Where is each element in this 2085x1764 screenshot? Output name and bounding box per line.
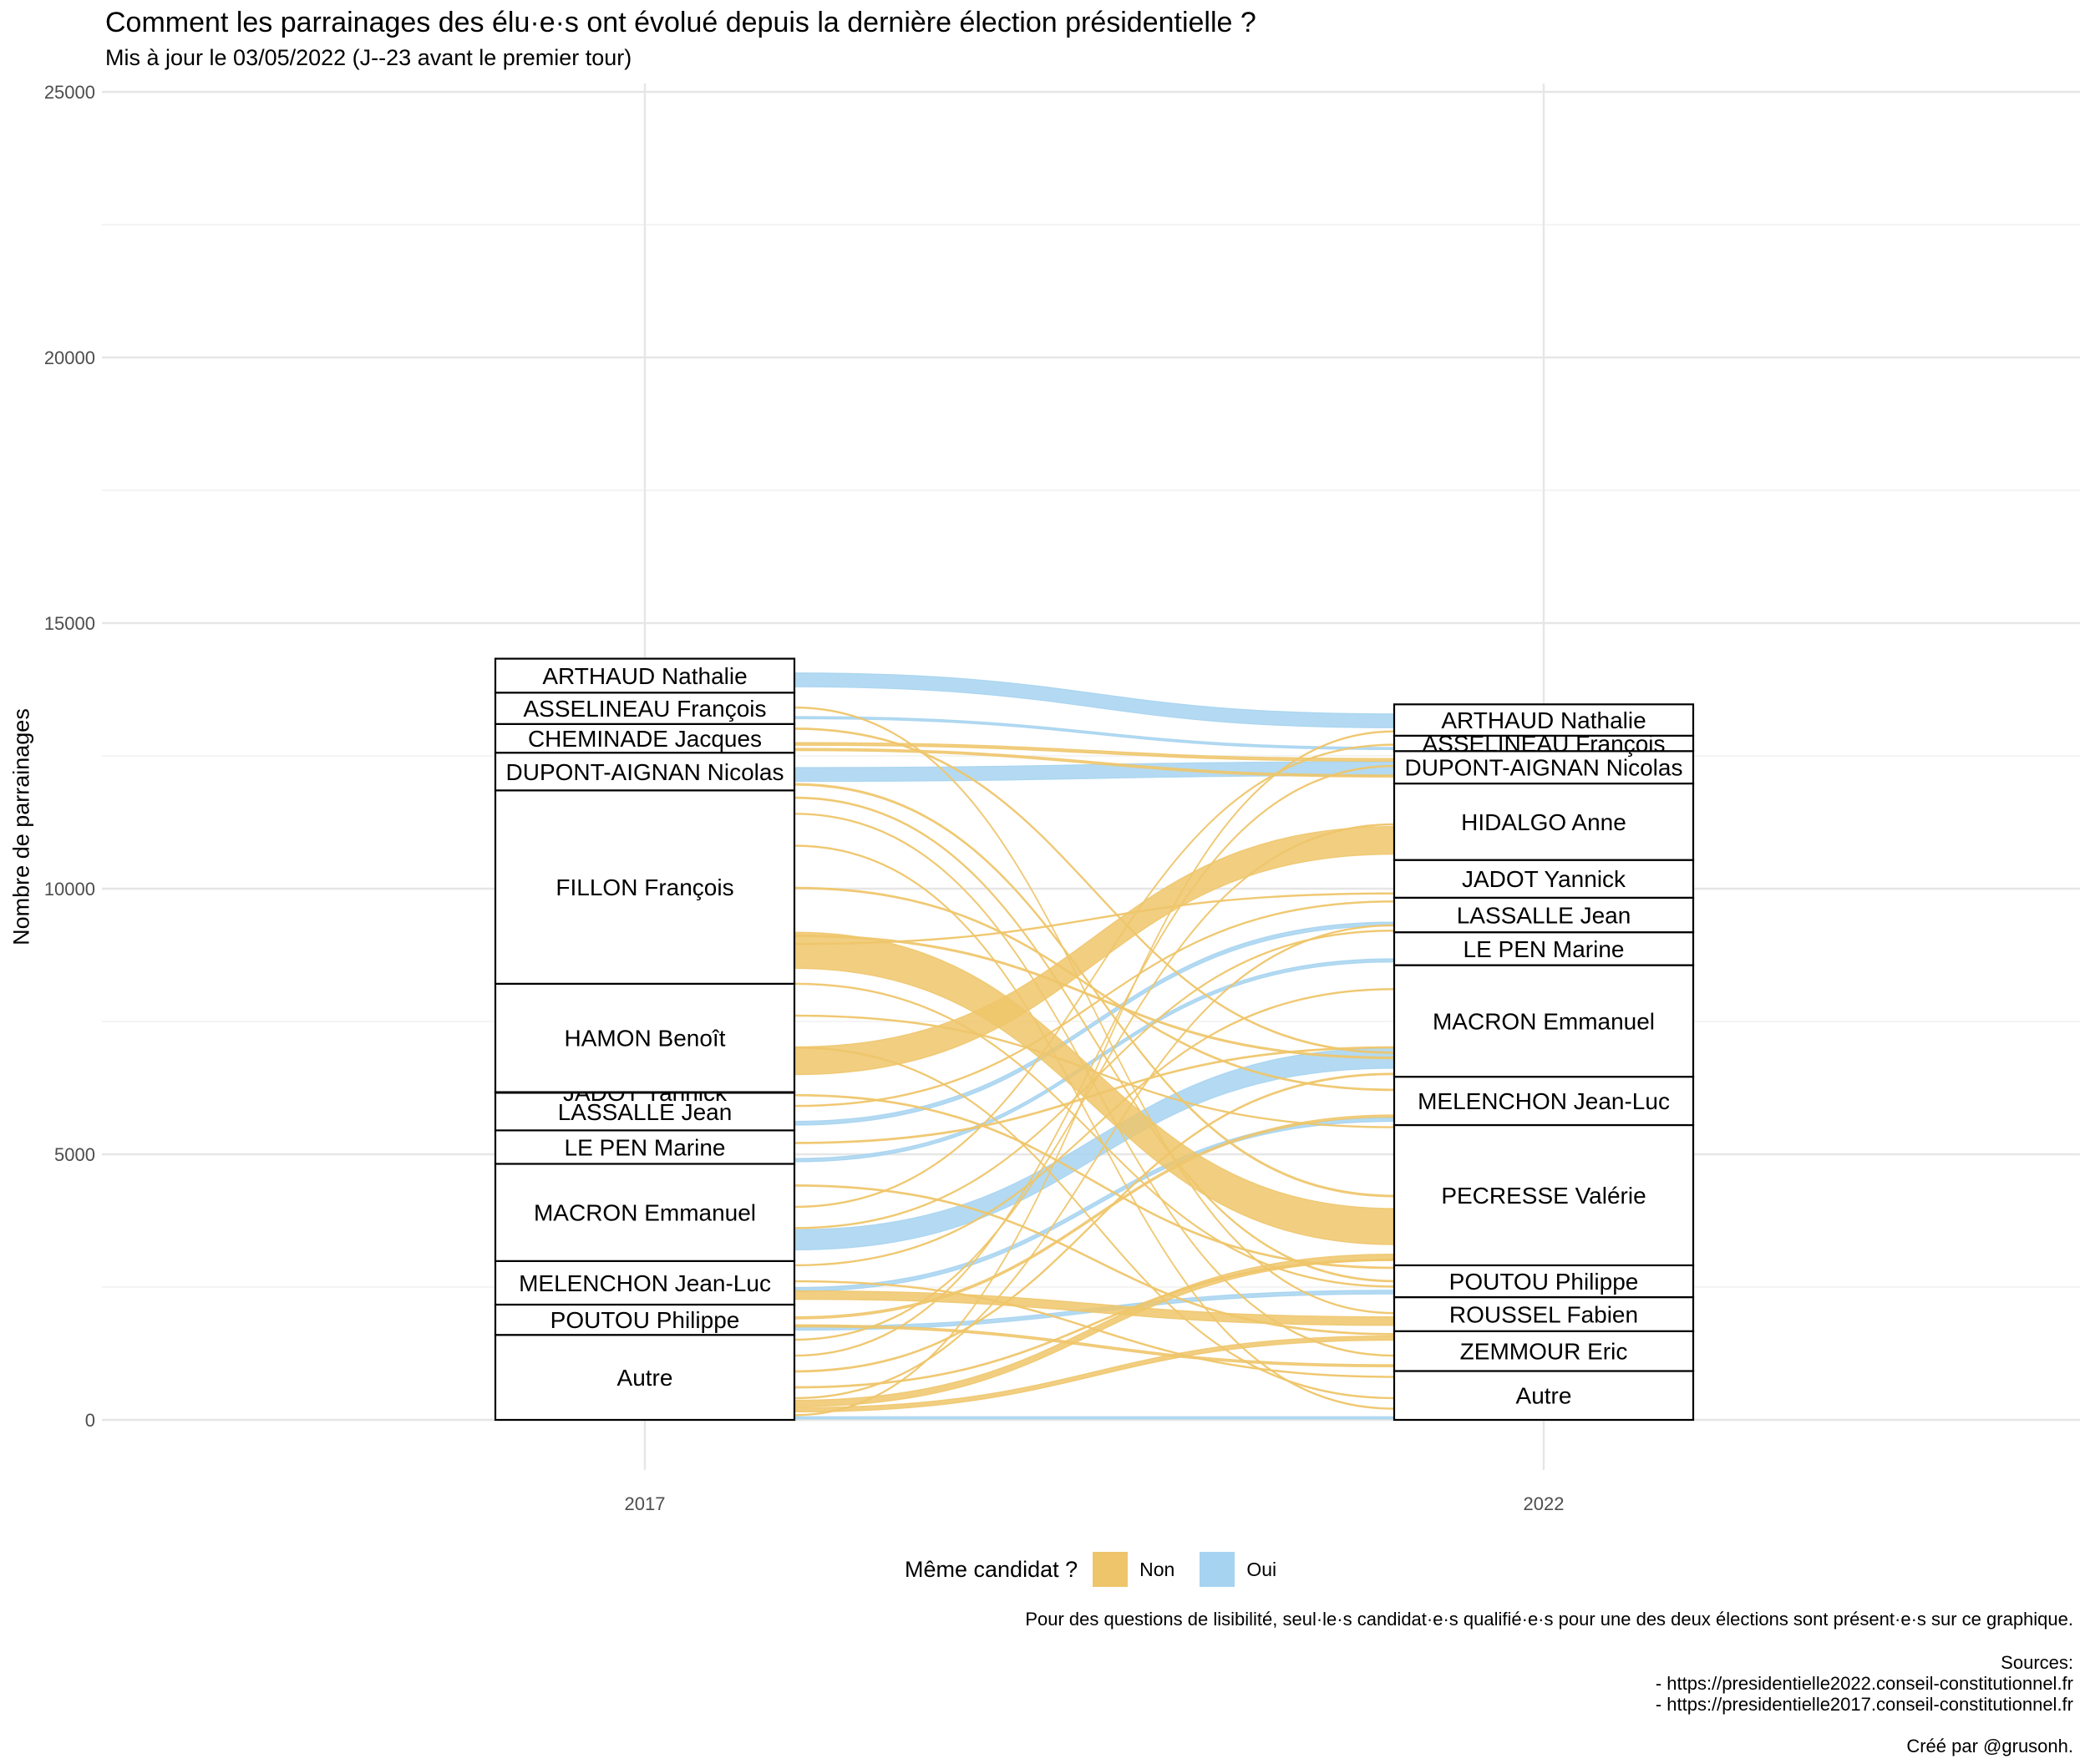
stratum-box [1393,1370,1695,1422]
y-tick-label: 15000 [44,613,95,634]
stratum-label: MACRON Emmanuel [534,1200,756,1226]
stratum-box [1393,703,1695,737]
stratum-box [494,752,796,792]
flow-oui [794,761,1395,783]
stratum-label: LASSALLE Jean [558,1099,733,1125]
stratum-label: DUPONT-AIGNAN Nicolas [506,759,784,785]
y-tick-label: 10000 [44,879,95,900]
stratum-label: DUPONT-AIGNAN Nicolas [1405,755,1683,781]
legend-label-non: Non [1139,1558,1175,1580]
caption-credit: Créé par @grusonh. [1906,1736,2073,1756]
stratum-label: LE PEN Marine [1464,936,1625,962]
stratum-box [494,1092,796,1132]
y-axis-label: Nombre de parrainages [8,708,34,945]
stratum-label: HAMON Benoît [565,1026,726,1052]
flow-non [794,1290,1395,1326]
stratum-label: MACRON Emmanuel [1433,1008,1655,1034]
stratum-box [1393,859,1695,899]
x-tick-label: 2017 [625,1493,666,1514]
legend-label-oui: Oui [1246,1558,1277,1580]
stratum-box [494,692,796,725]
stratum-box [1393,1330,1695,1372]
stratum-box [494,1163,796,1262]
stratum-box [494,789,796,985]
y-tick-label: 20000 [44,347,95,368]
stratum-label: ARTHAUD Nathalie [1441,707,1646,733]
stratum-label: HIDALGO Anne [1461,809,1626,835]
stratum-label: ROUSSEL Fabien [1449,1301,1638,1327]
stratum-label: Autre [617,1365,673,1391]
stratum-label: POUTOU Philippe [1449,1269,1639,1295]
stratum-label: LASSALLE Jean [1457,902,1631,928]
stratum-box [494,1303,796,1336]
stratum-label: ZEMMOUR Eric [1460,1339,1628,1365]
stratum-box [1393,750,1695,785]
y-tick-label: 5000 [54,1144,95,1165]
stratum-box [1393,782,1695,861]
stratum-label: MELENCHON Jean-Luc [1418,1088,1670,1114]
stratum-label: PECRESSE Valérie [1441,1183,1646,1209]
stratum-label: LE PEN Marine [565,1134,726,1160]
stratum-label: ASSELINEAU François [524,696,767,722]
stratum-label: POUTOU Philippe [550,1307,740,1333]
stratum-box [494,657,796,694]
stratum-box [494,722,796,754]
stratum-label: FILLON François [555,874,733,900]
caption-source-1: - https://presidentielle2022.conseil-con… [1655,1673,2073,1694]
caption-note: Pour des questions de lisibilité, seul·l… [1025,1609,2073,1630]
stratum-label: JADOT Yannick [1462,866,1626,892]
legend-key-non [1093,1552,1129,1587]
stratum-label: MELENCHON Jean-Luc [519,1270,771,1296]
chart-subtitle: Mis à jour le 03/05/2022 (J--23 avant le… [105,45,632,70]
y-tick-label: 25000 [44,82,95,103]
stratum-label: Autre [1516,1383,1572,1409]
y-tick-label: 0 [85,1410,95,1431]
stratum-box [494,1260,796,1306]
stratum-label: CHEMINADE Jacques [528,726,762,752]
caption-sources-title: Sources: [2001,1652,2073,1673]
x-tick-label: 2022 [1524,1493,1565,1514]
stratum-box [494,1334,796,1422]
stratum-label: ARTHAUD Nathalie [542,663,747,689]
flow-oui [794,1416,1395,1420]
stratum-box [1393,1076,1695,1127]
caption-source-2: - https://presidentielle2017.conseil-con… [1655,1694,2073,1715]
legend-title: Même candidat ? [905,1556,1078,1582]
stratum-box [494,1129,796,1165]
legend: Même candidat ? Non Oui [905,1551,1301,1588]
stratum-box [1393,1295,1695,1332]
flow-non [794,931,1395,1245]
legend-key-oui [1200,1552,1235,1587]
chart-title: Comment les parrainages des élu·e·s ont … [105,7,1256,38]
